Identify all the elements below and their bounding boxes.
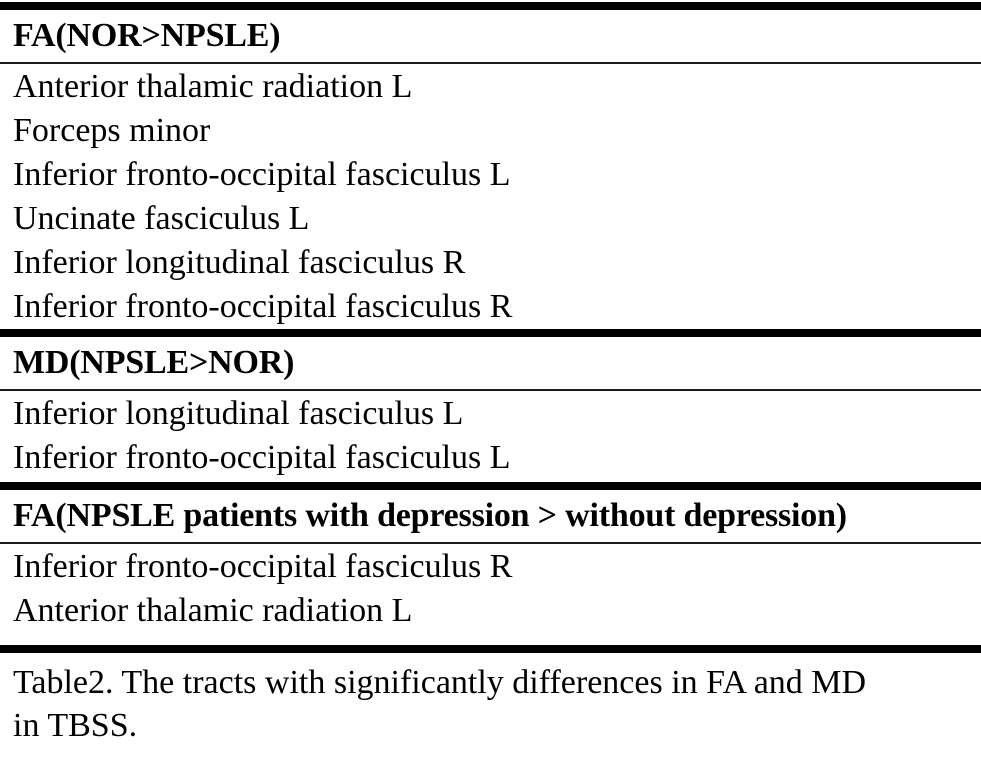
section-rows: Inferior longitudinal fasciculus L Infer…	[0, 391, 981, 482]
table-bottom-rule	[0, 645, 981, 653]
table-row: Inferior fronto-occipital fasciculus L	[13, 156, 511, 193]
header-underline-rule	[0, 62, 981, 64]
table-row: Inferior longitudinal fasciculus L	[13, 395, 464, 432]
table-section-md-npsle-nor: MD(NPSLE>NOR) Inferior longitudinal fasc…	[0, 337, 981, 482]
section-divider-rule	[0, 329, 981, 337]
section-header: FA(NPSLE patients with depression > with…	[13, 497, 847, 534]
section-rows: Anterior thalamic radiation L Forceps mi…	[0, 64, 981, 329]
table-caption-line: Table2. The tracts with significantly di…	[13, 664, 867, 701]
table-caption-line: in TBSS.	[13, 707, 138, 744]
table-section-fa-nor-npsle: FA(NOR>NPSLE) Anterior thalamic radiatio…	[0, 10, 981, 329]
table-row: Inferior fronto-occipital fasciculus R	[13, 288, 513, 325]
table-caption: Table2. The tracts with significantly di…	[0, 653, 981, 747]
table-top-rule	[0, 2, 981, 10]
section-header: MD(NPSLE>NOR)	[13, 344, 295, 381]
table-row: Uncinate fasciculus L	[13, 200, 310, 237]
table-row: Inferior longitudinal fasciculus R	[13, 244, 466, 281]
header-underline-rule	[0, 542, 981, 544]
table-row: Anterior thalamic radiation L	[13, 68, 413, 105]
table-row: Inferior fronto-occipital fasciculus R	[13, 548, 513, 585]
header-underline-rule	[0, 389, 981, 391]
table-row: Anterior thalamic radiation L	[13, 592, 413, 629]
table-row: Inferior fronto-occipital fasciculus L	[13, 439, 511, 476]
table-row: Forceps minor	[13, 112, 211, 149]
table-section-fa-depression: FA(NPSLE patients with depression > with…	[0, 490, 981, 645]
section-divider-rule	[0, 482, 981, 490]
section-rows: Inferior fronto-occipital fasciculus R A…	[0, 544, 981, 645]
section-header: FA(NOR>NPSLE)	[13, 17, 281, 54]
